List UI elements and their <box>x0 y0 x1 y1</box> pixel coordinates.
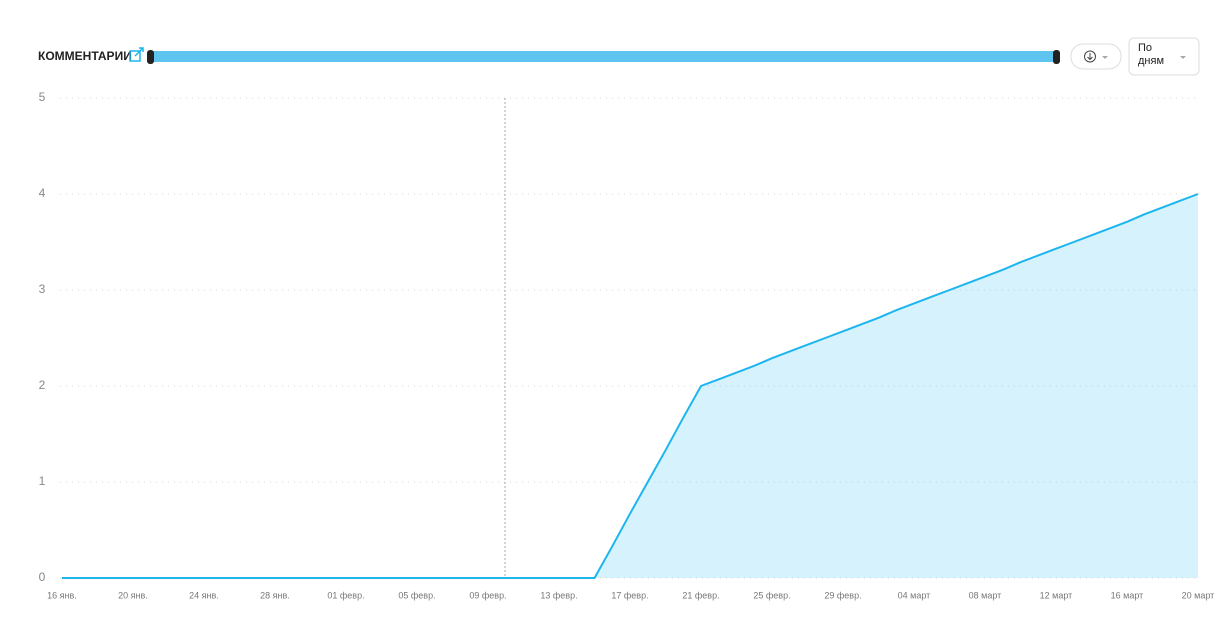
x-tick-label: 24 янв. <box>189 590 219 600</box>
x-tick-label: 20 янв. <box>118 590 148 600</box>
plot: 0 1 2 3 4 5 16 янв. 20 янв. 24 янв. 28 янв. 01 фев… <box>39 90 1215 600</box>
x-tick-label: 05 февр. <box>398 590 435 600</box>
period-select[interactable]: По дням <box>1128 37 1200 76</box>
y-tick-label: 5 <box>39 90 46 104</box>
y-tick-label: 4 <box>39 186 46 200</box>
x-tick-label: 13 февр. <box>540 590 577 600</box>
x-tick-label: 28 янв. <box>260 590 290 600</box>
x-tick-label: 08 март <box>969 590 1002 600</box>
line <box>62 193 1199 579</box>
download-button[interactable] <box>1070 43 1122 70</box>
icon-box <box>129 50 141 62</box>
download-icon <box>1084 50 1096 63</box>
external-link-icon[interactable] <box>129 47 144 62</box>
x-tick-label: 04 март <box>898 590 931 600</box>
x-tick-label: 16 март <box>1111 590 1144 600</box>
caret <box>1102 56 1108 59</box>
y-tick-label: 3 <box>39 282 46 296</box>
y-tick-label: 1 <box>39 474 46 488</box>
area <box>62 194 1198 578</box>
range-slider[interactable] <box>150 51 1057 62</box>
x-tick-label: 21 февр. <box>682 590 719 600</box>
x-tick-label: 16 янв. <box>47 590 77 600</box>
x-tick-label: 17 февр. <box>611 590 648 600</box>
range-handle-left[interactable] <box>147 50 154 64</box>
x-tick-label: 09 февр. <box>469 590 506 600</box>
x-tick-label: 25 февр. <box>753 590 790 600</box>
y-tick-label: 0 <box>39 570 46 584</box>
select-frame <box>1128 37 1200 76</box>
select-label-box: По дням <box>1138 42 1165 67</box>
y-tick-label: 2 <box>39 378 46 392</box>
range-handle-right[interactable] <box>1053 50 1060 64</box>
icon-arrow <box>134 47 144 57</box>
caret <box>1180 56 1186 59</box>
x-tick-label: 29 февр. <box>824 590 861 600</box>
select-label: По дням <box>1138 42 1165 67</box>
x-tick-label: 20 март <box>1182 590 1215 600</box>
x-tick-label: 12 март <box>1040 590 1073 600</box>
chart-title: КОММЕНТАРИИ <box>38 49 132 63</box>
x-tick-label: 01 февр. <box>327 590 364 600</box>
download-arrow <box>1087 53 1093 61</box>
